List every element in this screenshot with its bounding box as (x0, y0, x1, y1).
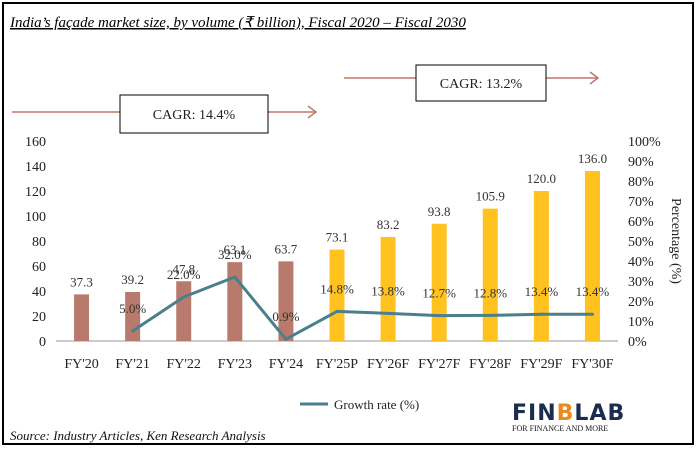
growth-point (386, 311, 390, 315)
chart-title: India’s façade market size, by volume (₹… (9, 15, 466, 31)
growth-point (539, 312, 543, 316)
cagr-label: CAGR: 13.2% (440, 77, 523, 92)
y-tick-label: 160 (25, 135, 46, 150)
cagr-arrow-head (307, 105, 318, 119)
growth-value-label: 32.0% (218, 247, 252, 262)
growth-point (182, 295, 186, 299)
y2-tick-label: 40% (628, 255, 654, 270)
growth-point (590, 312, 594, 316)
bar-value-label: 105.9 (476, 189, 505, 204)
bar-value-labels: 37.3 39.2 47.8 63.1 63.7 73.1 83.2 93.8 105.9 120… (70, 151, 607, 289)
legend-label: Growth rate (%) (334, 397, 419, 412)
y2-tick-label: 50% (628, 235, 654, 250)
y-tick-label: 80 (32, 235, 46, 250)
brand-tagline: FOR FINANCE AND MORE (512, 424, 608, 433)
y2-tick-label: 80% (628, 175, 654, 190)
bar (227, 262, 243, 341)
bar-value-label: 39.2 (121, 272, 144, 287)
bar (482, 208, 498, 341)
cagr-box (119, 94, 269, 134)
bar-value-label: 63.7 (275, 241, 298, 256)
cagr-box (415, 64, 547, 102)
cagr-annotation-historic: CAGR: 14.4% (12, 94, 318, 134)
y2-tick-label: 100% (628, 135, 661, 150)
bar (176, 281, 192, 341)
brand-name: FINBLAB (512, 401, 625, 426)
x-tick-label: FY'28F (469, 357, 511, 372)
growth-point (335, 309, 339, 313)
growth-point (284, 337, 288, 341)
growth-value-label: 13.4% (576, 284, 610, 299)
y-tick-label: 140 (25, 160, 46, 175)
bar-value-label: 37.3 (70, 274, 93, 289)
x-tick-label: FY'26F (367, 357, 409, 372)
bar (74, 294, 90, 341)
bar (584, 171, 600, 341)
y2-tick-label: 0% (628, 335, 647, 350)
bar (125, 292, 141, 341)
x-tick-label: FY'21 (115, 357, 149, 372)
growth-value-label: 22.0% (167, 267, 201, 282)
x-axis-ticks: FY'20 FY'21 FY'22 FY'23 FY'24 FY'25P FY'26F FY'… (64, 357, 613, 372)
x-tick-label: FY'27F (418, 357, 460, 372)
y-tick-label: 120 (25, 185, 46, 200)
growth-value-label: 5.0% (119, 301, 146, 316)
x-tick-label: FY'24 (269, 357, 303, 372)
bar (329, 249, 345, 341)
chart-frame (2, 2, 694, 445)
growth-value-label: 13.4% (525, 284, 559, 299)
source-note: Source: Industry Articles, Ken Research … (10, 428, 266, 443)
y-tick-label: 100 (25, 210, 46, 225)
legend: Growth rate (%) (300, 397, 419, 412)
growth-series-line (131, 275, 593, 341)
x-tick-label: FY'30F (571, 357, 613, 372)
bar-value-label: 83.2 (377, 217, 400, 232)
bar-value-label: 120.0 (527, 171, 556, 186)
y-tick-label: 0 (39, 335, 46, 350)
growth-line (131, 275, 594, 341)
y2-tick-label: 60% (628, 215, 654, 230)
bar-value-label: 73.1 (326, 230, 349, 245)
x-tick-label: FY'20 (64, 357, 98, 372)
y2-tick-label: 10% (628, 315, 654, 330)
bars (74, 171, 600, 341)
y2-axis-ticks: 0% 10% 20% 30% 40% 50% 60% 70% 80% 90% 100% (628, 135, 661, 350)
y2-tick-label: 30% (628, 275, 654, 290)
bar-value-label: 93.8 (428, 204, 451, 219)
y-tick-label: 40 (32, 285, 46, 300)
y2-axis-title: Percentage (%) (668, 198, 683, 284)
y-axis-ticks: 0 20 40 60 80 100 120 140 160 (25, 135, 46, 350)
growth-value-label: 0.9% (272, 309, 299, 324)
cagr-annotation-forecast: CAGR: 13.2% (344, 64, 600, 102)
brand-logo: FINBLAB FOR FINANCE AND MORE (512, 401, 625, 433)
x-tick-label: FY'23 (218, 357, 252, 372)
growth-labels: 5.0% 22.0% 32.0% 0.9% 14.8% 13.8% 12.7% 12.8% 13… (119, 247, 609, 324)
bar-value-label: 63.1 (223, 242, 246, 257)
x-tick-label: FY'25P (316, 357, 358, 372)
cagr-label: CAGR: 14.4% (153, 108, 236, 123)
bar (533, 191, 549, 341)
cagr-arrow-head (589, 71, 600, 85)
growth-value-label: 12.7% (422, 286, 456, 301)
bar (431, 223, 447, 341)
growth-value-label: 13.8% (371, 283, 405, 298)
x-tick-label: FY'22 (167, 357, 201, 372)
y2-tick-label: 70% (628, 195, 654, 210)
y-tick-label: 20 (32, 310, 46, 325)
bar (278, 261, 294, 341)
bar-value-label: 47.8 (172, 261, 195, 276)
y-tick-label: 60 (32, 260, 46, 275)
growth-value-label: 12.8% (473, 285, 507, 300)
growth-point (233, 275, 237, 279)
growth-point (131, 329, 135, 333)
x-tick-label: FY'29F (520, 357, 562, 372)
y2-tick-label: 90% (628, 155, 654, 170)
y2-tick-label: 20% (628, 295, 654, 310)
growth-point (488, 313, 492, 317)
growth-point (437, 314, 441, 318)
bar-value-label: 136.0 (578, 151, 607, 166)
growth-value-label: 14.8% (320, 281, 354, 296)
